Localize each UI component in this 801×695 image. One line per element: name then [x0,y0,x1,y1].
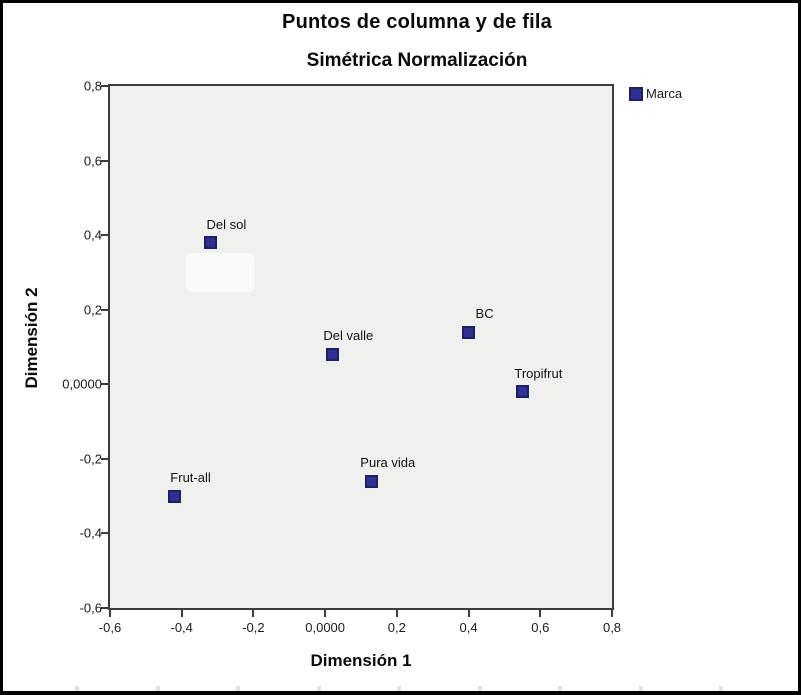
bottom-artifact-mark [719,686,723,691]
y-tick-label: -0,2 [79,451,102,467]
y-tick-mark [101,532,108,535]
plot-area: Del sol Del valle BC Tropifrut Frut-all Pura … [101,84,614,617]
y-tick-mark [101,607,108,609]
data-point-marker [365,474,379,488]
data-point-label: Del valle [323,328,374,344]
bottom-artifact-mark [75,686,79,691]
y-tick-label: 0,6 [83,153,102,169]
data-point-marker [462,325,476,339]
chart-subtitle: Simétrica Normalización [306,50,528,71]
legend: Marca [629,86,682,101]
data-point-label: Pura vida [360,455,416,471]
data-point-marker [168,489,182,503]
y-axis-title-text: Dimensión 2 [22,287,41,389]
x-tick-label: -0,2 [242,620,265,635]
x-tick-label: -0,4 [170,620,193,635]
x-tick-label: 0,6 [531,620,550,635]
y-tick-label: -0,4 [79,525,102,541]
bottom-artifact-mark [397,686,401,691]
chart-title: Puntos de columna y de fila [282,11,552,33]
data-point-label: BC [475,306,494,322]
x-tick-label: 0,4 [459,620,478,635]
y-tick-mark [101,159,108,162]
x-axis-title: Dimensión 1 [310,651,412,670]
data-point-label: Del sol [206,216,247,232]
data-point-label: Tropifrut [514,365,563,381]
y-tick-label: 0,0000 [62,376,102,392]
y-tick-label: 0,2 [83,302,102,318]
x-tick-mark [539,610,542,617]
x-tick-mark [252,610,255,617]
legend-square-marker-icon [629,86,643,101]
y-axis-tick-labels: 0,8 0,6 0,4 0,2 0,0000 -0,2 -0,4 -0,6 [3,79,102,616]
y-tick-label: -0,6 [79,600,102,616]
legend-label: Marca [646,86,683,101]
x-tick-label: -0,6 [98,620,122,635]
bottom-artifact-mark [236,686,240,691]
y-tick-mark [101,457,108,460]
y-tick-mark [101,308,108,311]
white-patch-artifact [186,253,255,292]
bottom-artifact-mark [558,686,562,691]
x-tick-mark [109,610,111,617]
bottom-artifact-mark [316,686,321,691]
bottom-artifact-mark [638,686,643,691]
data-point-label: Frut-all [170,470,211,486]
x-tick-label: 0,8 [602,620,622,635]
x-tick-mark [467,610,470,617]
data-point-marker [203,236,217,250]
data-point-marker [325,347,339,361]
y-tick-label: 0,4 [83,227,102,243]
y-tick-mark [101,234,108,237]
data-point-marker [515,385,529,399]
bottom-artifact-mark [477,686,482,691]
y-tick-mark [101,383,108,386]
x-tick-mark [180,610,183,617]
y-tick-mark [101,85,108,87]
y-tick-label: 0,8 [83,78,102,94]
x-axis-tick-labels: -0,6 -0,4 -0,2 0,0000 0,2 0,4 0,6 0,8 [99,620,621,638]
x-tick-mark [395,610,398,617]
x-tick-mark [611,610,613,617]
x-tick-label: 0,2 [387,620,406,635]
bottom-artifact-mark [155,686,160,691]
x-tick-mark [324,610,327,617]
x-tick-label: 0,0000 [305,620,346,635]
